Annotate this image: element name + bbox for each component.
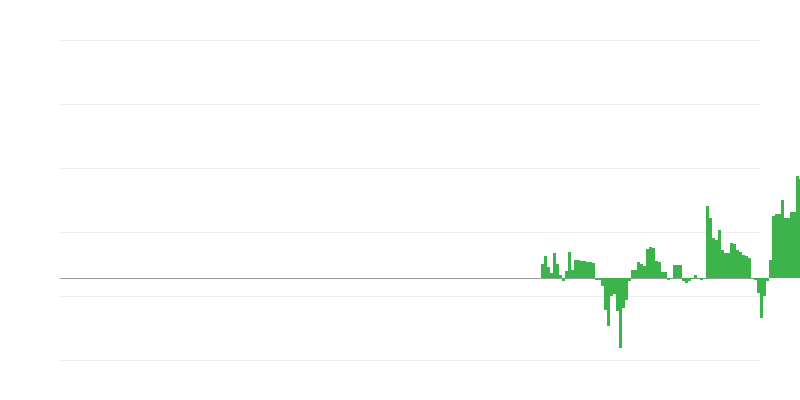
bar [664, 272, 667, 278]
bar [661, 272, 664, 278]
bar [790, 212, 793, 278]
bar [778, 214, 781, 278]
bar [736, 250, 739, 278]
gridline-4 [60, 296, 760, 297]
bar [592, 263, 595, 278]
bar [727, 253, 730, 278]
bar [544, 256, 547, 278]
bar [574, 260, 577, 278]
bar [580, 261, 583, 278]
bar [757, 278, 760, 293]
bar [547, 267, 550, 278]
bar [553, 253, 556, 278]
bar [631, 270, 634, 278]
bar [763, 278, 766, 296]
gridline-5 [60, 360, 760, 361]
bar [748, 258, 751, 278]
bar [640, 264, 643, 278]
bar [625, 278, 628, 300]
gridline-3 [60, 232, 760, 233]
bar [721, 250, 724, 278]
bar [694, 275, 697, 278]
bar [769, 260, 772, 278]
bar [667, 278, 670, 280]
bar [697, 278, 700, 279]
bar [577, 260, 580, 278]
bar [706, 206, 709, 278]
bar [733, 244, 736, 278]
bar [556, 264, 559, 278]
bar [601, 278, 604, 286]
bar [589, 262, 592, 278]
bar [709, 218, 712, 278]
bar [787, 218, 790, 278]
bar [772, 216, 775, 278]
bar [628, 278, 631, 281]
bar [613, 278, 616, 294]
bar [685, 278, 688, 283]
bar [637, 262, 640, 278]
bar [712, 238, 715, 278]
bar [643, 266, 646, 278]
bar [679, 265, 682, 278]
bar [715, 240, 718, 278]
bar [745, 256, 748, 278]
bar [670, 278, 673, 279]
bar [562, 278, 565, 281]
bar [688, 278, 691, 281]
bar-series [60, 0, 800, 400]
bar [766, 278, 769, 281]
bar [754, 278, 757, 280]
bar [541, 264, 544, 278]
bar [658, 262, 661, 278]
bar [793, 212, 796, 278]
bar [682, 278, 685, 281]
bar [724, 253, 727, 278]
bar [703, 278, 706, 279]
gridline-2 [60, 168, 760, 169]
bar [619, 278, 622, 348]
bar [655, 261, 658, 278]
bar [559, 275, 562, 278]
bar [796, 176, 799, 278]
bar [760, 278, 763, 318]
bar [742, 255, 745, 278]
bar [568, 252, 571, 278]
bar [751, 278, 754, 279]
bar [622, 278, 625, 308]
bar [616, 278, 619, 311]
bar [604, 278, 607, 310]
bar [718, 230, 721, 278]
bar [583, 261, 586, 278]
bar [730, 243, 733, 278]
bar [739, 252, 742, 278]
plot-area [60, 0, 800, 400]
gridline-0 [60, 40, 760, 41]
bar [700, 278, 703, 280]
bar [649, 247, 652, 278]
bar [676, 265, 679, 278]
bar [673, 265, 676, 278]
bar [781, 200, 784, 278]
bar [784, 218, 787, 278]
bar [775, 214, 778, 278]
bar [565, 271, 568, 278]
bar [586, 262, 589, 278]
bar [634, 270, 637, 278]
bar [691, 278, 694, 279]
bar [652, 248, 655, 278]
bar [550, 273, 553, 278]
bar [571, 270, 574, 278]
bar [595, 278, 598, 280]
zero-baseline [60, 278, 760, 279]
bar [610, 278, 613, 296]
bar [598, 278, 601, 280]
bar [646, 249, 649, 278]
gridline-1 [60, 104, 760, 105]
bar [607, 278, 610, 326]
